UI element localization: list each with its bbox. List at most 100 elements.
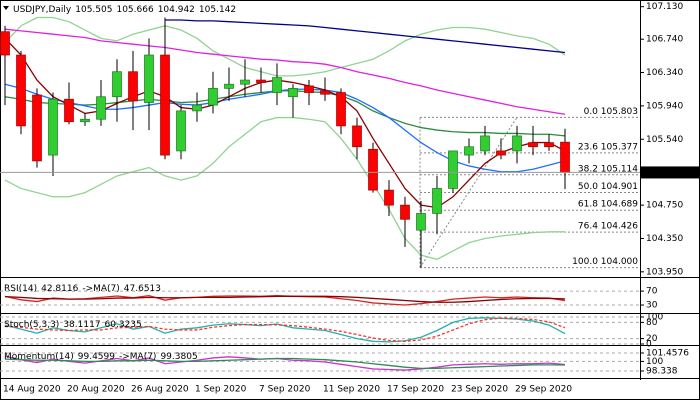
candle-body [448,150,458,189]
candle-body [464,146,474,156]
dropdown-icon[interactable] [3,6,9,10]
indicator-line [4,28,566,115]
price-tag [641,166,699,179]
candle-body [544,142,554,148]
candle-body [224,83,234,89]
candle-body [368,148,378,191]
ohlc-value: 105.505 [75,5,112,15]
x-tick-label: 1 Sep 2020 [195,385,247,395]
y-tick-label: 106.340 [646,68,683,78]
x-tick-label: 20 Aug 2020 [67,385,125,395]
candle-body [80,118,90,123]
candle-body [240,79,250,85]
indicator-value: 60.3235 [105,320,142,330]
candle-body [480,135,490,152]
candle-body [192,104,202,112]
candle-body [432,188,442,214]
candle-body [320,90,330,95]
indicator-value: 42.8116 [41,284,78,294]
candle-body [336,92,346,127]
fib-label: 0.0 105.803 [584,107,638,117]
x-tick-label: 14 Aug 2020 [3,385,61,395]
candle-body [160,54,170,156]
candle-body [112,71,122,98]
y-tick-label: 107.130 [646,2,683,12]
indicator-title: Momentum(14) 99.4599 ->MA(7) 99.3805 [4,352,198,362]
x-tick-label: 26 Aug 2020 [131,385,189,395]
indicator-line [4,295,566,303]
y-tick-label: 70 [646,287,658,297]
indicator-title: Stoch(5,3,3) 38.1117 60.3235 [4,320,142,330]
candle-body [416,213,426,231]
candle-body [400,204,410,220]
indicator-name: Momentum(14) [4,352,74,362]
ohlc-value: 104.942 [158,5,195,15]
fib-label: 50.0 104.901 [578,182,638,192]
ma-name: ->MA(7) [82,284,119,294]
symbol: USDJPY,Daily [13,5,72,15]
fib-label: 38.2 105.114 [578,164,638,174]
chart-title: USDJPY,Daily 105.505 105.666 104.942 105.142 [13,5,236,15]
candle-body [496,150,506,156]
price-tag-label: 105.142 [646,168,683,178]
x-tick-label: 17 Sep 2020 [387,385,444,395]
y-tick-label: 103.950 [646,267,683,277]
y-tick-label: 100 [646,313,663,323]
ma-name: ->MA(7) [119,352,156,362]
candle-body [288,88,298,98]
indicator-line [4,116,565,261]
candle-body [272,77,282,93]
y-tick-label: 104.750 [646,201,683,211]
y-tick-label: 0 [646,340,652,350]
y-tick-label: 104.350 [646,234,683,244]
indicator-value: 47.6513 [124,284,161,294]
indicator-line [4,357,566,369]
y-tick-label: 80 [646,318,658,328]
indicator-line [4,317,566,342]
candle-body [48,98,58,156]
fib-label: 61.8 104.689 [578,200,638,210]
fib-label: 76.4 104.426 [578,222,638,232]
candle-body [32,94,42,162]
candle-body [0,31,10,56]
candle-body [512,135,522,152]
candle-body [64,98,74,123]
indicator-line [4,317,566,343]
candle-body [16,54,26,127]
indicator-name: Stoch(5,3,3) [4,320,59,330]
indicator-value: 38.1117 [63,320,100,330]
candle-body [528,142,538,148]
candle-body [352,125,362,148]
y-tick-label: 106.740 [646,35,683,45]
fib-label: 23.6 105.377 [578,142,638,152]
y-tick-label: 101.4576 [646,348,689,358]
y-tick-label: 100 [646,357,663,367]
indicator-value: 99.4599 [78,352,115,362]
x-tick-label: 7 Sep 2020 [259,385,311,395]
indicator-line [165,19,566,54]
fib-label: 100.0 104.000 [572,257,638,267]
x-tick-label: 29 Sep 2020 [515,385,572,395]
indicator-value: 99.3805 [160,352,197,362]
y-tick-label: 20 [646,334,658,344]
y-tick-label: 98.338 [646,367,678,377]
candle-body [176,110,186,152]
candle-body [384,189,394,206]
indicator-title: RSI(14) 42.8116 ->MA(7) 47.6513 [4,284,161,294]
candle-body [256,79,266,83]
y-tick-label: 105.540 [646,135,683,145]
candle-body [144,54,154,103]
x-tick-label: 11 Sep 2020 [323,385,380,395]
indicator-line [4,16,566,77]
ohlc-value: 105.666 [116,5,153,15]
candle-body [208,88,218,106]
ohlc-value: 105.142 [199,5,236,15]
y-tick-label: 105.940 [646,101,683,111]
candle-body [560,141,570,173]
y-tick-label: 30 [646,301,658,311]
candle-body [96,96,106,120]
x-tick-label: 23 Sep 2020 [451,385,508,395]
candle-body [128,71,138,102]
indicator-name: RSI(14) [4,284,37,294]
